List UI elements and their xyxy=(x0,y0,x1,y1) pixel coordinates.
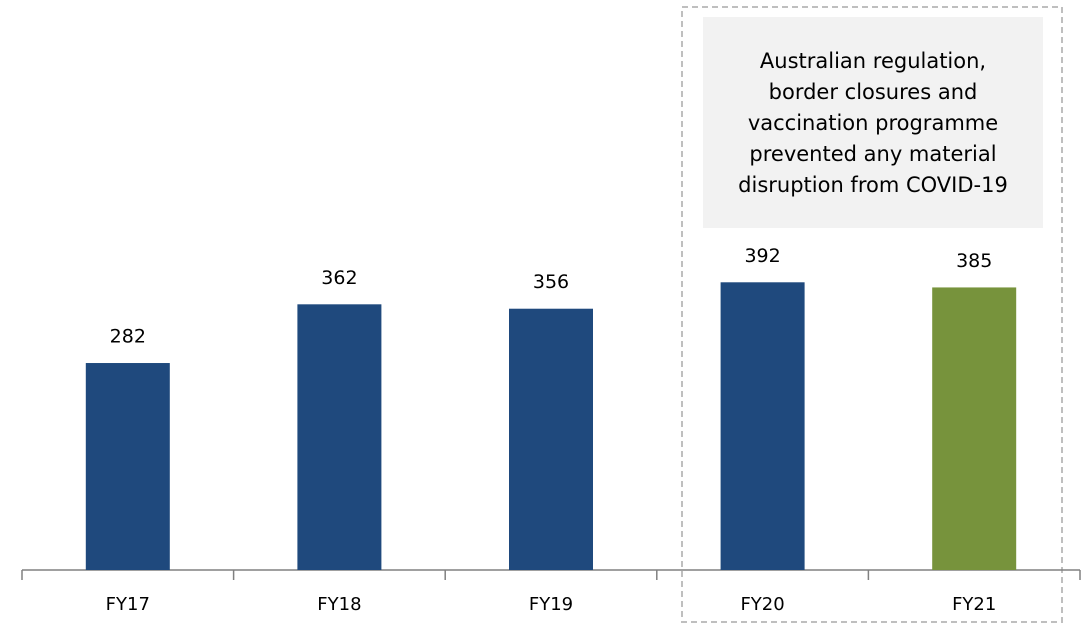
value-label: 385 xyxy=(956,250,992,272)
bar xyxy=(932,287,1017,570)
value-label: 362 xyxy=(321,267,357,289)
x-tick-label: FY19 xyxy=(529,594,573,615)
x-tick-label: FY20 xyxy=(740,594,784,615)
annotation-text: disruption from COVID-19 xyxy=(738,173,1008,197)
x-tick-label: FY17 xyxy=(106,594,150,615)
bar xyxy=(85,363,170,570)
value-label: 356 xyxy=(533,271,569,293)
highlight-frame xyxy=(681,6,1063,623)
annotation-text: prevented any material xyxy=(749,142,996,166)
annotation-text: vaccination programme xyxy=(748,111,998,135)
bar xyxy=(720,282,805,570)
bar xyxy=(297,304,382,570)
annotation-box xyxy=(703,17,1043,228)
value-label: 282 xyxy=(110,326,146,348)
annotation-text: border closures and xyxy=(769,80,978,104)
bar xyxy=(509,308,593,570)
x-tick-label: FY18 xyxy=(317,594,361,615)
value-label: 392 xyxy=(744,245,780,267)
annotation-text: Australian regulation, xyxy=(760,49,986,73)
x-tick-label: FY21 xyxy=(952,594,996,615)
